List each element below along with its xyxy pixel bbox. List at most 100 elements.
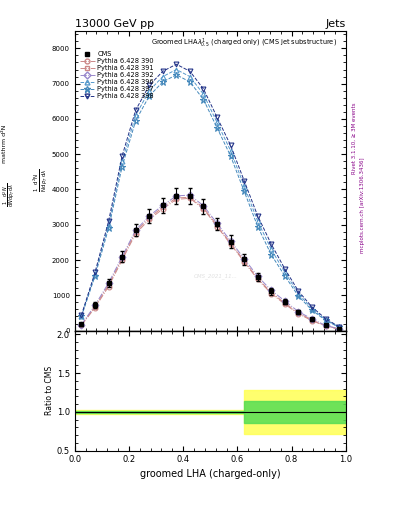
Line: Pythia 6.428 398: Pythia 6.428 398: [79, 62, 342, 329]
Pythia 6.428 392: [283, 298, 287, 304]
Pythia 6.428 397: [310, 307, 314, 313]
Pythia 6.428 391: [120, 255, 125, 261]
Pythia 6.428 391: [228, 240, 233, 246]
Pythia 6.428 392: [93, 302, 97, 308]
Pythia 6.428 391: [187, 194, 192, 200]
Pythia 6.428 397: [215, 124, 219, 131]
Pythia 6.428 396: [201, 91, 206, 97]
Pythia 6.428 398: [228, 142, 233, 148]
X-axis label: groomed LHA (charged-only): groomed LHA (charged-only): [140, 468, 281, 479]
Pythia 6.428 398: [120, 153, 125, 159]
Pythia 6.428 392: [255, 273, 260, 280]
Pythia 6.428 390: [201, 206, 206, 212]
Pythia 6.428 396: [242, 183, 246, 189]
Pythia 6.428 396: [133, 112, 138, 118]
Text: Groomed LHA$\lambda^{1}_{0.5}$ (charged only) (CMS jet substructure): Groomed LHA$\lambda^{1}_{0.5}$ (charged …: [151, 37, 337, 50]
Line: Pythia 6.428 396: Pythia 6.428 396: [79, 67, 342, 330]
Pythia 6.428 397: [133, 118, 138, 124]
Pythia 6.428 392: [215, 220, 219, 226]
Pythia 6.428 391: [242, 258, 246, 264]
Pythia 6.428 391: [269, 289, 274, 295]
Pythia 6.428 396: [147, 88, 152, 94]
Y-axis label: $\frac{1}{\mathrm{N}}\frac{\mathrm{d}^2\mathrm{N}}{\mathrm{d}p_T\,\mathrm{d}\lam: $\frac{1}{\mathrm{N}}\frac{\mathrm{d}^2\…: [31, 169, 49, 193]
Pythia 6.428 397: [79, 313, 84, 319]
Pythia 6.428 390: [93, 305, 97, 311]
Pythia 6.428 390: [283, 301, 287, 307]
Pythia 6.428 390: [255, 276, 260, 283]
Pythia 6.428 398: [187, 68, 192, 74]
Pythia 6.428 392: [106, 280, 111, 286]
Text: mcplots.cern.ch [arXiv:1306.3436]: mcplots.cern.ch [arXiv:1306.3436]: [360, 157, 365, 252]
Pythia 6.428 392: [323, 322, 328, 328]
Pythia 6.428 390: [323, 323, 328, 329]
Pythia 6.428 396: [93, 271, 97, 277]
Pythia 6.428 397: [296, 293, 301, 299]
Pythia 6.428 392: [337, 326, 342, 332]
Pythia 6.428 397: [106, 225, 111, 231]
Text: mathrm d²N: mathrm d²N: [2, 124, 7, 162]
Pythia 6.428 390: [133, 230, 138, 237]
Pythia 6.428 397: [337, 324, 342, 330]
Text: Rivet 3.1.10, ≥ 3M events: Rivet 3.1.10, ≥ 3M events: [352, 102, 357, 174]
Pythia 6.428 396: [310, 306, 314, 312]
Pythia 6.428 398: [255, 213, 260, 219]
Text: 13000 GeV pp: 13000 GeV pp: [75, 18, 154, 29]
Pythia 6.428 396: [174, 67, 179, 73]
Pythia 6.428 390: [269, 290, 274, 296]
Pythia 6.428 396: [228, 147, 233, 154]
Pythia 6.428 391: [296, 310, 301, 316]
Pythia 6.428 397: [147, 93, 152, 99]
Pythia 6.428 396: [269, 246, 274, 252]
Pythia 6.428 397: [174, 72, 179, 78]
Bar: [75, 411, 244, 413]
Pythia 6.428 398: [215, 114, 219, 120]
Pythia 6.428 397: [228, 153, 233, 159]
Pythia 6.428 392: [242, 255, 246, 262]
Pythia 6.428 397: [93, 273, 97, 279]
Text: $\frac{1}{\mathrm{d}N}\frac{\mathrm{d}^2N}{\mathrm{d}p_T\mathrm{d}\lambda}$: $\frac{1}{\mathrm{d}N}\frac{\mathrm{d}^2…: [2, 182, 18, 207]
Y-axis label: Ratio to CMS: Ratio to CMS: [45, 366, 54, 415]
Pythia 6.428 396: [160, 74, 165, 80]
Pythia 6.428 398: [337, 324, 342, 330]
Pythia 6.428 396: [255, 218, 260, 224]
Pythia 6.428 397: [120, 163, 125, 169]
Pythia 6.428 391: [93, 304, 97, 310]
Pythia 6.428 390: [337, 326, 342, 332]
Bar: [244, 401, 346, 423]
Pythia 6.428 398: [79, 312, 84, 318]
Pythia 6.428 392: [269, 287, 274, 293]
Pythia 6.428 396: [323, 316, 328, 323]
Pythia 6.428 392: [160, 202, 165, 208]
Pythia 6.428 398: [106, 218, 111, 224]
Pythia 6.428 398: [323, 315, 328, 322]
Line: Pythia 6.428 397: Pythia 6.428 397: [78, 71, 343, 331]
Pythia 6.428 390: [160, 206, 165, 212]
Pythia 6.428 391: [147, 215, 152, 221]
Pythia 6.428 397: [269, 252, 274, 258]
Pythia 6.428 396: [283, 269, 287, 275]
Pythia 6.428 390: [215, 223, 219, 229]
Pythia 6.428 398: [160, 68, 165, 74]
Legend: CMS, Pythia 6.428 390, Pythia 6.428 391, Pythia 6.428 392, Pythia 6.428 396, Pyt: CMS, Pythia 6.428 390, Pythia 6.428 391,…: [78, 49, 156, 101]
Pythia 6.428 392: [133, 227, 138, 233]
Pythia 6.428 392: [120, 253, 125, 260]
Line: Pythia 6.428 390: Pythia 6.428 390: [79, 196, 342, 332]
Pythia 6.428 390: [310, 317, 314, 324]
Pythia 6.428 398: [174, 61, 179, 67]
Pythia 6.428 391: [283, 300, 287, 306]
Pythia 6.428 390: [174, 196, 179, 202]
Pythia 6.428 397: [323, 317, 328, 324]
Pythia 6.428 392: [201, 203, 206, 209]
Pythia 6.428 390: [228, 241, 233, 247]
Pythia 6.428 398: [242, 178, 246, 184]
Pythia 6.428 397: [187, 79, 192, 85]
Pythia 6.428 390: [296, 311, 301, 317]
Pythia 6.428 391: [160, 204, 165, 210]
Pythia 6.428 397: [242, 188, 246, 195]
Pythia 6.428 397: [283, 273, 287, 279]
Text: CMS_2021_11...: CMS_2021_11...: [194, 274, 238, 280]
Pythia 6.428 391: [215, 222, 219, 228]
Bar: [75, 410, 244, 414]
Pythia 6.428 398: [133, 107, 138, 113]
Pythia 6.428 397: [255, 223, 260, 229]
